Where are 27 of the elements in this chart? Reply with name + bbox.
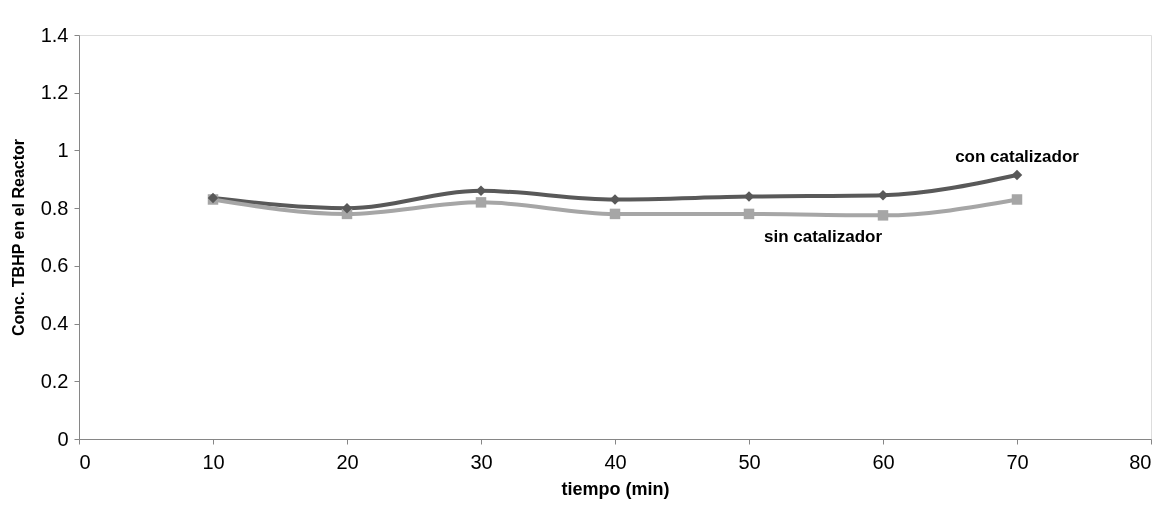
- series-label: sin catalizador: [763, 227, 883, 247]
- point: [743, 208, 755, 220]
- x-tick-label: 10: [202, 450, 225, 473]
- point: [1011, 194, 1023, 205]
- point: [475, 197, 487, 208]
- point: [609, 208, 621, 220]
- y-tick-label: 1: [57, 138, 69, 161]
- y-tick-label: 0: [57, 427, 69, 450]
- x-tick-label: 40: [604, 450, 627, 473]
- point: [341, 202, 353, 214]
- x-tick-label: 50: [738, 450, 761, 473]
- x-tick-label: 20: [336, 450, 359, 473]
- x-tick-label: 70: [1006, 450, 1029, 473]
- series-label: con catalizador: [955, 146, 1080, 166]
- x-tick-label: 60: [872, 450, 895, 473]
- y-tick-label: 0.2: [40, 369, 69, 392]
- x-tick-label: 0: [79, 450, 91, 473]
- x-tick-label: 80: [1129, 450, 1152, 473]
- y-tick-label: 1.2: [40, 81, 69, 104]
- y-tick-label: 0.4: [40, 312, 69, 335]
- point: [877, 210, 889, 221]
- y-axis-title: Conc. TBHP en el Reactor: [9, 138, 27, 337]
- x-axis-title: tiempo (min): [561, 478, 670, 499]
- y-tick-label: 0.8: [40, 196, 69, 219]
- y-tick-label: 1.4: [40, 23, 69, 46]
- x-tick-label: 30: [470, 450, 493, 473]
- y-tick-label: 0.6: [40, 254, 69, 277]
